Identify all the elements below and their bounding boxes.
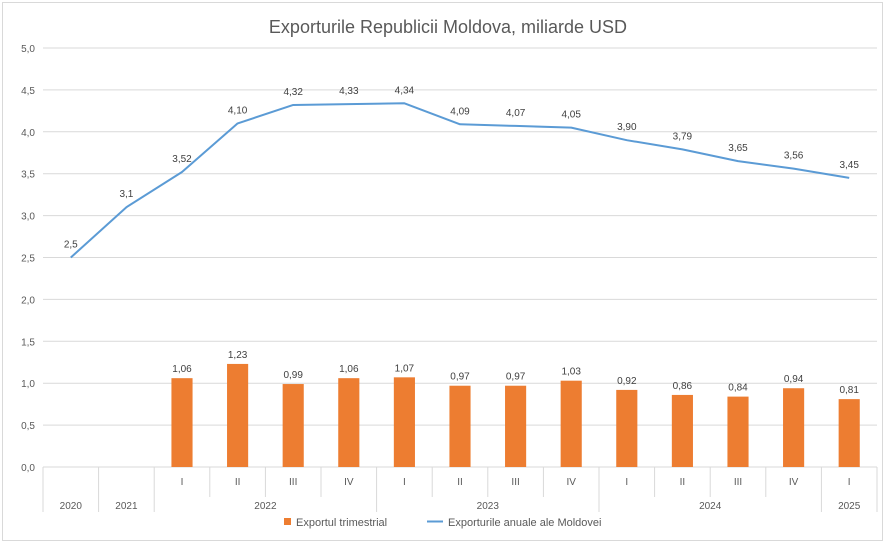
x-tick-label-quarter: I bbox=[181, 477, 184, 488]
bar-data-label: 1,07 bbox=[395, 363, 415, 374]
bar-data-label: 1,03 bbox=[561, 367, 581, 378]
bar bbox=[727, 396, 749, 467]
y-tick-label: 1,5 bbox=[21, 337, 35, 348]
line-data-label: 3,79 bbox=[673, 131, 693, 142]
legend-line-label: Exporturile anuale ale Moldovei bbox=[448, 517, 601, 529]
y-tick-label: 4,0 bbox=[21, 128, 35, 139]
x-tick-label-quarter: III bbox=[511, 477, 519, 488]
x-tick-label-quarter: I bbox=[403, 477, 406, 488]
bar bbox=[449, 385, 471, 467]
bar bbox=[560, 380, 582, 467]
line-data-label: 3,1 bbox=[119, 189, 133, 200]
bar bbox=[838, 399, 860, 467]
bar-data-label: 0,97 bbox=[506, 372, 526, 383]
x-tick-label-quarter: I bbox=[625, 477, 628, 488]
bar-data-label: 1,23 bbox=[228, 350, 248, 361]
x-tick-label-quarter: IV bbox=[344, 477, 354, 488]
bar bbox=[616, 389, 638, 467]
bar-data-label: 0,86 bbox=[673, 381, 693, 392]
line-data-label: 4,07 bbox=[506, 108, 526, 119]
x-tick-label-quarter: IV bbox=[566, 477, 576, 488]
bar bbox=[282, 384, 304, 467]
x-tick-label-year: 2025 bbox=[838, 501, 861, 512]
bar bbox=[338, 378, 360, 467]
x-tick-label-quarter: II bbox=[457, 477, 463, 488]
line-data-label: 4,32 bbox=[283, 87, 303, 98]
y-tick-label: 5,0 bbox=[21, 44, 35, 55]
bar-data-label: 1,06 bbox=[339, 364, 359, 375]
bar-data-label: 0,92 bbox=[617, 376, 637, 387]
x-tick-label-year: 2023 bbox=[477, 501, 500, 512]
line-data-label: 4,33 bbox=[339, 86, 359, 97]
line-data-label: 3,45 bbox=[839, 160, 859, 171]
x-tick-label-year: 2024 bbox=[699, 501, 722, 512]
line-data-label: 3,52 bbox=[172, 154, 192, 165]
y-tick-label: 2,0 bbox=[21, 295, 35, 306]
line-data-label: 3,56 bbox=[784, 151, 804, 162]
x-tick-label-quarter: I bbox=[848, 477, 851, 488]
x-tick-label-quarter: III bbox=[734, 477, 742, 488]
line-data-label: 2,5 bbox=[64, 240, 78, 251]
bar bbox=[783, 388, 805, 467]
y-tick-label: 1,0 bbox=[21, 379, 35, 390]
x-tick-label-quarter: II bbox=[235, 477, 241, 488]
x-tick-label-year: 2022 bbox=[254, 501, 277, 512]
bar bbox=[505, 385, 527, 467]
bar bbox=[227, 363, 249, 467]
line-data-label: 4,10 bbox=[228, 105, 248, 116]
line-data-label: 4,05 bbox=[561, 110, 581, 121]
y-tick-label: 0,0 bbox=[21, 463, 35, 474]
bar-data-label: 0,99 bbox=[283, 370, 303, 381]
bar-data-label: 0,81 bbox=[839, 385, 859, 396]
chart-title: Exporturile Republicii Moldova, miliarde… bbox=[269, 17, 627, 37]
bar-data-label: 0,94 bbox=[784, 374, 804, 385]
x-tick-label-year: 2021 bbox=[115, 501, 138, 512]
line-data-label: 4,34 bbox=[395, 85, 415, 96]
y-tick-label: 3,0 bbox=[21, 212, 35, 223]
line-data-label: 4,09 bbox=[450, 106, 470, 117]
x-tick-label-quarter: IV bbox=[789, 477, 799, 488]
x-tick-label-quarter: II bbox=[680, 477, 686, 488]
x-tick-label-year: 2020 bbox=[60, 501, 83, 512]
line-data-label: 3,90 bbox=[617, 122, 637, 133]
x-tick-label-quarter: III bbox=[289, 477, 297, 488]
bar-data-label: 1,06 bbox=[172, 364, 192, 375]
bar bbox=[671, 394, 693, 467]
legend-bar-swatch bbox=[284, 518, 291, 525]
line-series bbox=[70, 102, 850, 259]
legend: Exportul trimestrial Exporturile anuale … bbox=[284, 517, 601, 529]
bar bbox=[393, 377, 415, 467]
y-tick-label: 2,5 bbox=[21, 254, 35, 265]
y-tick-label: 0,5 bbox=[21, 421, 35, 432]
y-tick-label: 4,5 bbox=[21, 86, 35, 97]
legend-bar-label: Exportul trimestrial bbox=[296, 517, 387, 529]
line-data-label: 3,65 bbox=[728, 143, 748, 154]
bar-data-label: 0,97 bbox=[450, 372, 470, 383]
bar-data-label: 0,84 bbox=[728, 383, 748, 394]
y-tick-label: 3,5 bbox=[21, 170, 35, 181]
bar bbox=[171, 378, 193, 467]
